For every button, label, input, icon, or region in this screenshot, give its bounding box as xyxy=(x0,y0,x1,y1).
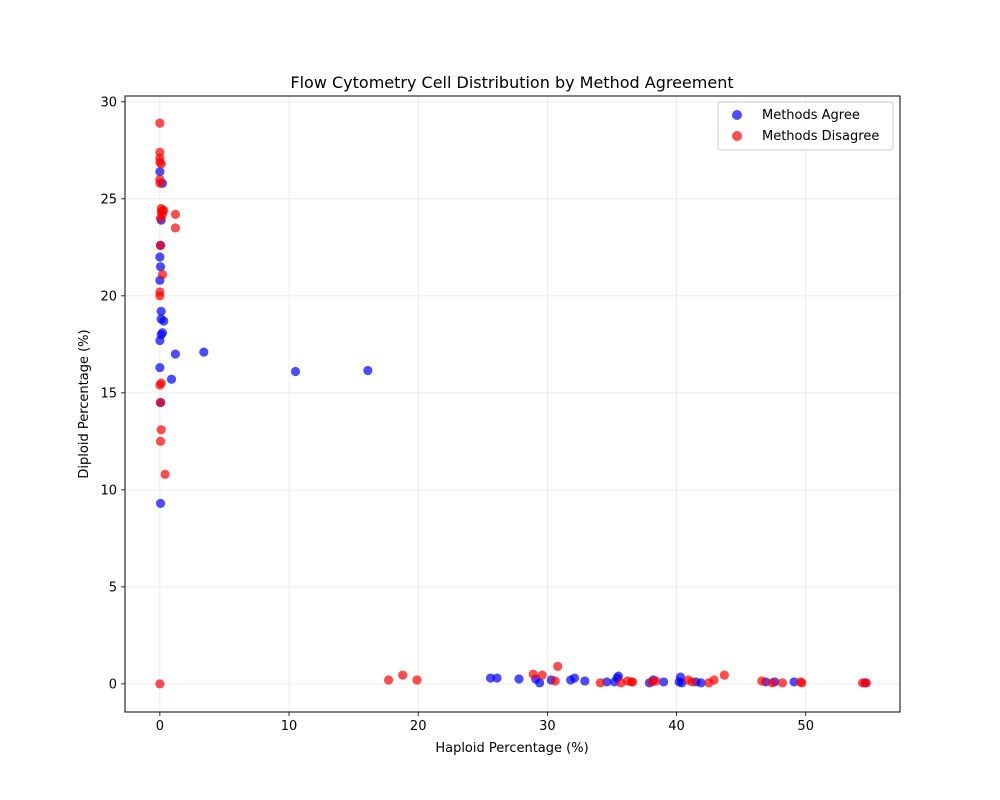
point-methods-disagree xyxy=(528,669,538,679)
point-methods-disagree xyxy=(709,675,719,685)
legend-label-agree: Methods Agree xyxy=(762,108,860,123)
point-methods-disagree xyxy=(155,178,165,188)
point-methods-disagree xyxy=(156,425,166,435)
legend-marker-disagree xyxy=(732,131,742,141)
point-methods-agree xyxy=(485,673,496,683)
point-methods-disagree xyxy=(550,676,560,686)
point-methods-agree xyxy=(580,676,590,686)
point-methods-disagree xyxy=(651,676,661,686)
point-methods-agree xyxy=(789,677,799,687)
plot-frame xyxy=(124,95,901,713)
point-methods-agree xyxy=(156,306,166,316)
point-methods-agree xyxy=(155,167,165,177)
x-axis-ticks: 0 10 20 30 40 50 xyxy=(156,712,814,734)
legend-label-disagree: Methods Disagree xyxy=(762,129,879,144)
point-methods-disagree xyxy=(595,678,605,688)
point-methods-disagree xyxy=(155,291,165,301)
point-methods-disagree xyxy=(861,678,872,688)
point-methods-agree xyxy=(155,252,165,262)
point-methods-disagree xyxy=(797,678,807,688)
point-methods-agree xyxy=(696,678,706,688)
point-methods-agree xyxy=(535,678,545,688)
legend-box xyxy=(717,101,894,151)
chart-title: Flow Cytometry Cell Distribution by Meth… xyxy=(290,73,733,92)
x-tick-label: 40 xyxy=(668,719,685,734)
x-tick-label: 30 xyxy=(539,719,556,734)
point-methods-agree xyxy=(569,673,580,683)
point-methods-disagree xyxy=(156,378,166,388)
point-methods-disagree xyxy=(160,469,170,479)
point-methods-disagree xyxy=(719,670,729,680)
point-methods-agree xyxy=(492,673,502,683)
point-methods-agree xyxy=(290,366,301,377)
point-methods-disagree xyxy=(553,661,563,672)
point-methods-disagree xyxy=(383,675,394,685)
point-methods-disagree xyxy=(628,677,638,687)
x-tick-label: 50 xyxy=(797,719,814,734)
point-methods-agree xyxy=(659,677,669,687)
point-methods-agree xyxy=(363,365,373,376)
point-methods-disagree xyxy=(412,675,422,685)
x-tick-label: 0 xyxy=(156,719,164,734)
point-methods-disagree xyxy=(767,678,777,688)
point-methods-agree xyxy=(155,498,166,509)
point-methods-disagree xyxy=(155,213,166,223)
point-methods-agree xyxy=(155,262,166,272)
point-methods-disagree xyxy=(777,678,788,688)
y-axis-ticks: 0 5 10 15 20 25 30 xyxy=(100,95,125,692)
point-methods-agree xyxy=(155,335,165,346)
x-tick-label: 20 xyxy=(410,719,427,734)
point-methods-disagree xyxy=(156,159,166,169)
y-axis-label: Diploid Percentage (%) xyxy=(77,329,92,478)
point-methods-disagree xyxy=(687,677,697,687)
point-methods-disagree xyxy=(757,676,767,686)
y-tick-label: 30 xyxy=(100,95,117,110)
point-methods-agree xyxy=(170,349,180,359)
y-tick-label: 25 xyxy=(100,192,117,207)
point-methods-disagree xyxy=(170,223,180,233)
point-methods-agree xyxy=(166,374,177,384)
grid-lines xyxy=(125,96,900,712)
data-points xyxy=(155,118,872,689)
point-methods-agree xyxy=(514,674,524,684)
point-methods-disagree xyxy=(155,679,165,689)
point-methods-disagree xyxy=(170,209,180,219)
point-methods-agree xyxy=(159,316,169,326)
point-methods-disagree xyxy=(155,240,166,250)
legend-marker-agree xyxy=(732,110,742,120)
point-methods-agree xyxy=(155,363,165,373)
y-tick-label: 10 xyxy=(100,483,117,498)
y-tick-label: 5 xyxy=(109,580,117,595)
x-axis-label: Haploid Percentage (%) xyxy=(435,741,588,756)
point-methods-agree xyxy=(199,347,209,357)
point-methods-disagree xyxy=(157,269,168,280)
point-methods-disagree xyxy=(537,670,547,680)
point-methods-disagree xyxy=(155,436,166,446)
y-tick-label: 20 xyxy=(100,289,117,304)
x-tick-label: 10 xyxy=(281,719,298,734)
point-methods-disagree xyxy=(155,397,166,408)
y-tick-label: 0 xyxy=(109,677,117,692)
y-tick-label: 15 xyxy=(100,386,117,401)
point-methods-disagree xyxy=(155,118,165,128)
legend: Methods Agree Methods Disagree xyxy=(717,101,894,151)
point-methods-disagree xyxy=(398,670,408,680)
